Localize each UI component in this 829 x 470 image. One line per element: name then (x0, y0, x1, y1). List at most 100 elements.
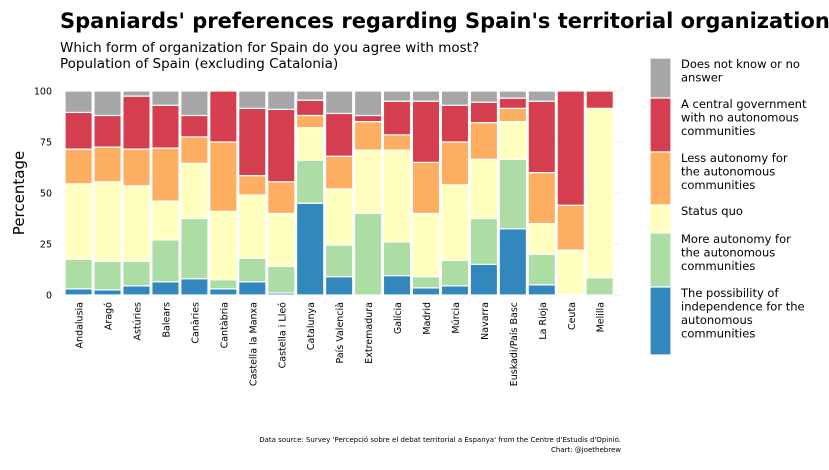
bar-segment (382, 275, 412, 296)
bar-segment (296, 90, 325, 101)
bar-segment (64, 258, 93, 290)
x-tick-label: Catalunya (306, 302, 317, 350)
bar-segment (440, 259, 470, 287)
bar-segment (556, 204, 585, 251)
bar-segment (440, 184, 470, 261)
bar-segment (382, 90, 412, 102)
legend-label: communities (681, 259, 755, 273)
legend-label: The possibility of (680, 286, 779, 300)
bar-segment (267, 212, 296, 268)
legend-label: with no autonomous (681, 111, 799, 125)
legend-swatch (649, 57, 672, 99)
bar-segment (93, 114, 122, 148)
bar-segment (382, 134, 412, 151)
legend-swatch (649, 204, 672, 234)
bar-segment (353, 90, 383, 117)
bar-segment (527, 172, 557, 225)
x-tick-label: Melilla (596, 302, 607, 332)
bar-segment (411, 287, 441, 296)
bar-segment (209, 141, 238, 212)
y-tick-label: 0 (46, 291, 52, 302)
bar-segment (469, 263, 499, 296)
caption-credit: Chart: @joethebrew (551, 446, 621, 454)
legend-label: communities (681, 124, 755, 138)
bar-segment (64, 148, 93, 185)
bar-segment (469, 122, 499, 160)
x-tick-label: Madrid (422, 302, 433, 335)
bar-segment (411, 90, 441, 102)
bar-segment (382, 149, 412, 243)
x-tick-labels: Andalusia Aragó Astúries Balears Canàries Can… (75, 302, 607, 386)
bar-segment (180, 278, 209, 296)
bar-segment (209, 288, 238, 296)
bar-segment (238, 90, 267, 109)
bar-segment (440, 285, 470, 296)
bar-segment (209, 90, 238, 143)
chart-subtitle-line-1: Which form of organization for Spain do … (60, 40, 479, 56)
bar-segment (527, 90, 557, 102)
bar-segment (324, 155, 354, 190)
legend-label: independence for the (681, 300, 805, 314)
x-tick-label: Andalusia (75, 302, 86, 348)
bar-segment (382, 241, 412, 277)
bar-segment (209, 279, 238, 290)
bar-segment (469, 90, 499, 103)
bar-segment (324, 188, 354, 246)
bar-segment (122, 285, 151, 296)
bars (64, 90, 614, 296)
bar-segment (411, 212, 441, 278)
x-tick-label: Castella la Manxa (248, 302, 259, 386)
x-tick-label: Euskadi/País Basc (509, 302, 520, 386)
bar-segment (498, 120, 528, 160)
bar-segment (151, 147, 180, 202)
bar-segment (440, 141, 470, 186)
bar-segment (440, 104, 470, 143)
bar-segment (296, 114, 325, 129)
legend-label: Status quo (681, 204, 743, 218)
x-tick-label: Cantàbria (219, 302, 230, 348)
bar-segment (353, 212, 383, 296)
bar-segment (267, 90, 296, 110)
x-tick-label: Canàries (190, 302, 201, 344)
bar-segment (64, 111, 93, 150)
legend-label: communities (681, 327, 755, 341)
bar-segment (498, 158, 528, 230)
y-tick-label: 25 (40, 240, 52, 251)
bar-segment (296, 99, 325, 117)
x-tick-label: Castella i Lleó (277, 302, 288, 369)
legend-label: Does not know or no (681, 57, 800, 71)
bar-segment (122, 260, 151, 287)
legend-label: autonomous (681, 313, 753, 327)
bar-segment (585, 277, 614, 296)
x-tick-label: Balears (161, 302, 172, 338)
bar-segment (93, 181, 122, 262)
bar-segment (267, 108, 296, 183)
bar-segment (556, 249, 585, 296)
caption-source: Data source: Survey 'Percepció sobre el … (259, 436, 621, 444)
bar-segment (556, 90, 585, 206)
legend-label: communities (681, 178, 755, 192)
bar-segment (585, 107, 614, 279)
bar-segment (238, 107, 267, 177)
bar-segment (469, 217, 499, 266)
bar-segment (411, 100, 441, 163)
bar-segment (324, 112, 354, 157)
y-axis-label: Percentage (10, 151, 28, 235)
bar-segment (382, 100, 412, 136)
bar-segment (93, 146, 122, 183)
bar-segment (238, 194, 267, 259)
bar-segment (180, 114, 209, 138)
x-tick-label: Ceuta (567, 302, 578, 330)
bar-segment (498, 97, 528, 109)
legend-label: the autonomous (681, 246, 775, 260)
legend-label: More autonomy for (681, 232, 791, 246)
bar-segment (324, 276, 354, 296)
bar-segment (93, 289, 122, 296)
bar-segment (93, 90, 122, 117)
bar-segment (93, 260, 122, 291)
x-tick-label: País Valencià (335, 302, 346, 364)
x-tick-label: Aragó (104, 302, 115, 330)
bar-segment (498, 107, 528, 123)
bar-segment (527, 223, 557, 255)
